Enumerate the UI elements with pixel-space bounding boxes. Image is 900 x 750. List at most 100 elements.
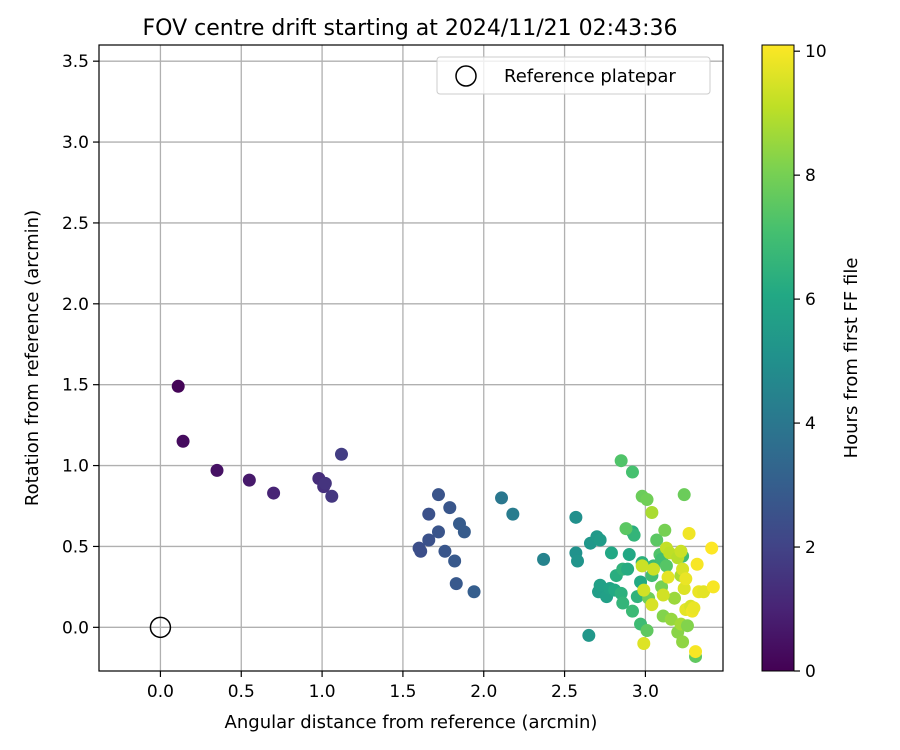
data-point	[679, 572, 693, 586]
data-point	[414, 544, 428, 558]
data-point	[621, 562, 635, 576]
data-point	[656, 588, 670, 602]
data-point	[614, 454, 628, 468]
x-tick-label: 2.5	[551, 682, 578, 702]
legend-label-reference: Reference platepar	[504, 66, 676, 87]
y-tick-label: 1.5	[62, 376, 89, 396]
colorbar-tick-label: 4	[805, 414, 816, 434]
data-point	[625, 465, 639, 479]
data-point	[242, 473, 256, 487]
data-point	[449, 577, 463, 591]
data-point	[705, 541, 719, 555]
data-point	[438, 544, 452, 558]
colorbar-tick-label: 8	[805, 166, 816, 186]
y-tick-label: 3.0	[62, 133, 89, 153]
data-point	[431, 525, 445, 539]
data-point	[616, 596, 630, 610]
data-point	[689, 645, 703, 659]
data-point	[645, 598, 659, 612]
reference-marker	[149, 616, 172, 639]
data-point	[267, 486, 281, 500]
data-point	[593, 533, 607, 547]
data-point	[422, 533, 436, 547]
data-point	[690, 557, 704, 571]
colorbar-ticks: 0 2 4 6 8 10	[794, 42, 827, 682]
data-point	[604, 546, 618, 560]
data-point	[646, 562, 660, 576]
data-point	[448, 554, 462, 568]
data-point	[176, 434, 190, 448]
data-point	[619, 522, 633, 536]
data-point	[637, 583, 651, 597]
data-point	[537, 552, 551, 566]
data-point	[582, 628, 596, 642]
x-tick-label: 0.0	[147, 682, 174, 702]
data-point	[614, 586, 628, 600]
colorbar-tick-label: 0	[805, 662, 816, 682]
data-point	[659, 559, 673, 573]
data-point	[506, 507, 520, 521]
y-tick-label: 2.0	[62, 295, 89, 315]
data-point	[422, 507, 436, 521]
axes-frame	[98, 44, 724, 672]
data-point	[318, 476, 332, 490]
data-point	[443, 501, 457, 515]
data-point	[622, 548, 636, 562]
x-tick-label: 3.0	[632, 682, 659, 702]
data-point	[431, 488, 445, 502]
y-axis-ticks: 0.0 0.5 1.0 1.5 2.0 2.5 3.0 3.5	[62, 52, 99, 638]
y-tick-label: 1.0	[62, 457, 89, 477]
data-point	[650, 533, 664, 547]
chart-title: FOV centre drift starting at 2024/11/21 …	[143, 16, 678, 41]
data-point	[640, 624, 654, 638]
data-point	[625, 604, 639, 618]
data-point	[325, 489, 339, 503]
data-point	[467, 585, 481, 599]
data-point	[635, 559, 649, 573]
y-tick-label: 3.5	[62, 52, 89, 72]
data-point	[658, 523, 672, 537]
colorbar-label: Hours from first FF file	[841, 258, 862, 459]
colorbar-tick-label: 10	[805, 42, 827, 62]
data-point	[495, 491, 509, 505]
data-point	[571, 554, 585, 568]
colorbar	[761, 44, 795, 672]
y-tick-label: 0.0	[62, 618, 89, 638]
x-tick-label: 1.0	[309, 682, 336, 702]
data-point	[697, 585, 711, 599]
x-tick-label: 2.0	[470, 682, 497, 702]
y-tick-label: 2.5	[62, 214, 89, 234]
data-point	[645, 505, 659, 519]
data-point	[680, 619, 694, 633]
x-tick-label: 0.5	[228, 682, 255, 702]
data-point	[210, 463, 224, 477]
data-point	[677, 488, 691, 502]
data-point	[682, 527, 696, 541]
legend: Reference platepar	[436, 56, 711, 95]
data-point	[637, 637, 651, 651]
data-point	[664, 612, 678, 626]
data-point	[661, 570, 675, 584]
legend-marker-reference	[455, 65, 477, 87]
colorbar-tick-label: 6	[805, 290, 816, 310]
x-axis-ticks: 0.0 0.5 1.0 1.5 2.0 2.5 3.0	[147, 671, 659, 702]
data-points	[171, 379, 720, 663]
data-point	[171, 379, 185, 393]
y-axis-label: Rotation from reference (arcmin)	[22, 210, 43, 506]
x-axis-label: Angular distance from reference (arcmin)	[225, 712, 598, 733]
data-point	[687, 601, 701, 615]
data-point	[668, 591, 682, 605]
data-point	[677, 582, 691, 596]
legend-box	[436, 56, 711, 95]
data-point	[676, 635, 690, 649]
data-point	[569, 510, 583, 524]
data-point	[674, 544, 688, 558]
y-tick-label: 0.5	[62, 537, 89, 557]
data-point	[640, 493, 654, 507]
reference-marker-group	[149, 616, 172, 639]
colorbar-tick-label: 2	[805, 538, 816, 558]
data-point	[334, 447, 348, 461]
data-point	[706, 580, 720, 594]
x-tick-label: 1.5	[389, 682, 416, 702]
